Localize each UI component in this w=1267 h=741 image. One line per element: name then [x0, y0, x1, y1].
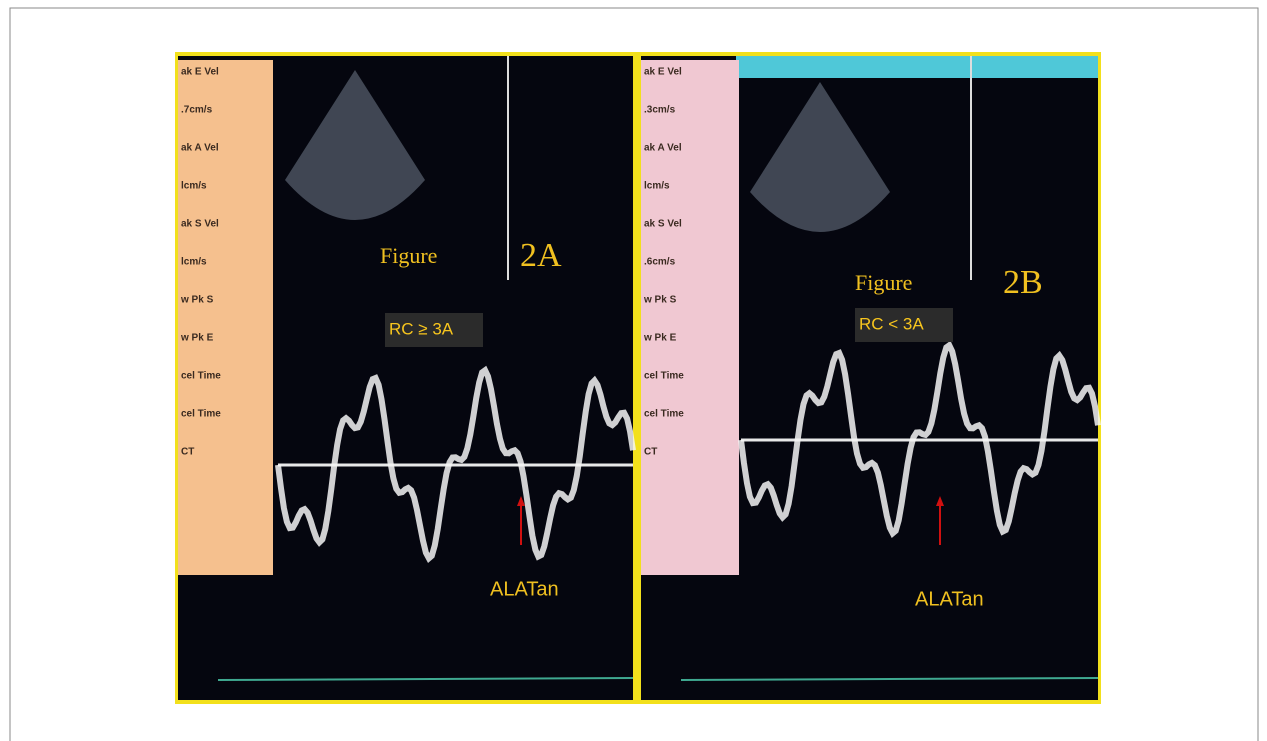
- sidebar-text: w Pk E: [180, 333, 214, 344]
- sidebar-text: w Pk S: [643, 295, 677, 306]
- sidebar-text: lcm/s: [181, 257, 207, 268]
- figure-label: Figure: [380, 243, 437, 268]
- header-strip: [736, 56, 1098, 78]
- sidebar-text: CT: [644, 447, 657, 458]
- condition-label: RC < 3A: [859, 314, 924, 333]
- sidebar-text: .3cm/s: [644, 105, 676, 116]
- figure-label: Figure: [855, 270, 912, 295]
- page: ak E Vel .7cm/s ak A Vel lcm/s ak S Vel lcm/s…: [0, 0, 1267, 741]
- sidebar-text: ak A Vel: [644, 143, 682, 154]
- sidebar-text: .6cm/s: [644, 257, 676, 268]
- panel-label: 2B: [1003, 264, 1043, 301]
- sidebar-text: cel Time: [644, 409, 684, 420]
- sidebar-text: ak A Vel: [181, 143, 219, 154]
- sidebar-text: lcm/s: [181, 181, 207, 192]
- arrow-label: ALATan: [490, 578, 559, 600]
- sidebar-text: cel Time: [644, 371, 684, 382]
- sidebar-text: ak S Vel: [181, 219, 219, 230]
- sidebar-text: cel Time: [181, 409, 221, 420]
- sidebar-text: ak E Vel: [181, 67, 219, 78]
- sidebar-text: w Pk E: [643, 333, 677, 344]
- sidebar-text: lcm/s: [644, 181, 670, 192]
- sidebar-text: ak E Vel: [644, 67, 682, 78]
- condition-label: RC ≥ 3A: [389, 319, 454, 338]
- sidebar: [641, 60, 739, 575]
- sidebar-text: ak S Vel: [644, 219, 682, 230]
- arrow-label: ALATan: [915, 588, 984, 610]
- panel-label: 2A: [520, 237, 562, 274]
- sidebar: [178, 60, 273, 575]
- sidebar-text: CT: [181, 447, 194, 458]
- sidebar-text: .7cm/s: [181, 105, 213, 116]
- sidebar-text: w Pk S: [180, 295, 214, 306]
- sidebar-text: cel Time: [181, 371, 221, 382]
